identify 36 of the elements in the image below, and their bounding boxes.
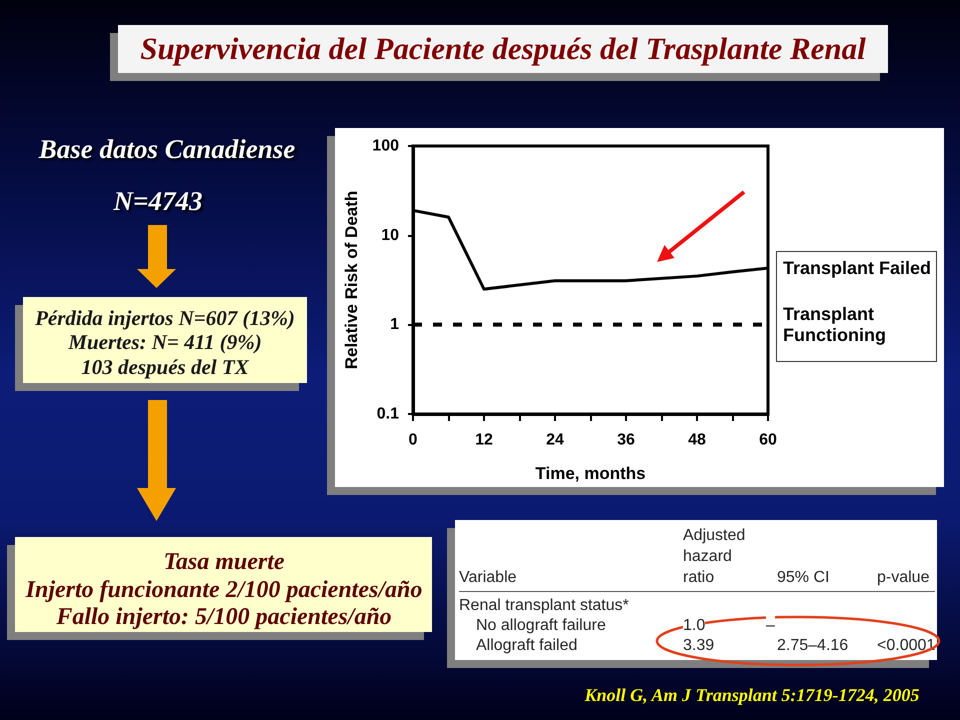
chart-title: Supervivencia del Paciente después del Trasplante Renal <box>140 31 866 67</box>
text: Knoll G, Am J Transplant 5:1719-1724, 2005 <box>584 684 920 706</box>
y-tick-label: 100 <box>372 138 400 154</box>
y-tick-label: 0.1 <box>376 406 400 422</box>
text: <0.0001 <box>877 636 936 656</box>
text: Tasa muerte <box>163 548 285 576</box>
x-tick-label: 48 <box>688 432 706 448</box>
text: 1.0 <box>683 616 706 636</box>
text: 103 después del TX <box>81 355 249 379</box>
x-tick-label: 12 <box>475 432 493 448</box>
x-tick-label: 36 <box>617 432 635 448</box>
text: – <box>766 616 775 636</box>
series-label: Transplant Failed <box>783 258 932 278</box>
text: N=4743 <box>114 186 202 216</box>
x-tick-label: 60 <box>759 432 777 448</box>
text: Base datos Canadiense <box>38 134 296 164</box>
text: 2.75–4.16 <box>777 636 848 656</box>
text: Muertes: N= 411 (9%) <box>68 330 262 354</box>
series-label: Transplant Functioning <box>783 304 886 346</box>
x-tick-label: 0 <box>408 432 418 448</box>
text: No allograft failure <box>476 616 606 636</box>
text: Variable <box>459 568 517 588</box>
text: 3.39 <box>683 636 714 656</box>
y-tick-label: 1 <box>390 316 400 334</box>
text: Renal transplant status* <box>459 596 629 616</box>
text: Pérdida injertos N=607 (13%) <box>35 306 295 330</box>
y-axis-title: Relative Risk of Death <box>342 190 361 370</box>
y-tick-label: 10 <box>381 226 400 244</box>
x-tick-label: 24 <box>546 432 564 448</box>
text: 95% CI <box>777 568 830 588</box>
text: Allograft failed <box>476 636 578 656</box>
text: p-value <box>877 568 930 588</box>
text: Fallo injerto: 5/100 pacientes/año <box>56 603 392 631</box>
text: Adjusted hazard ratio <box>683 526 746 588</box>
text: Injerto funcionante 2/100 pacientes/año <box>26 576 422 604</box>
x-axis-title: Time, months <box>535 464 646 483</box>
